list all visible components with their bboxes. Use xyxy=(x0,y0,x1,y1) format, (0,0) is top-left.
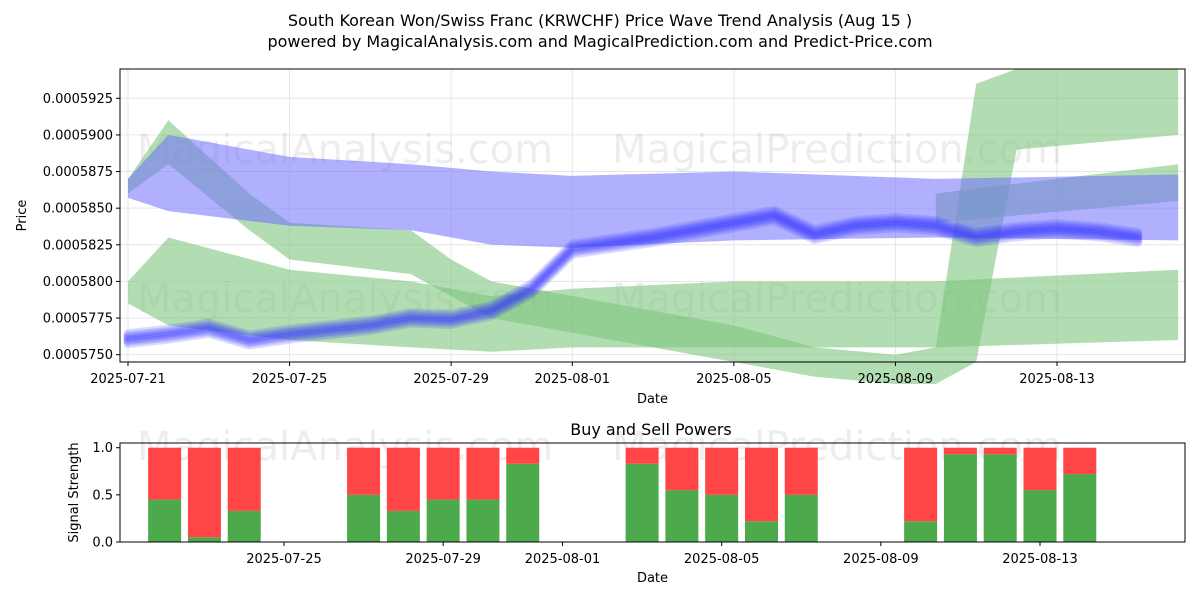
sell-power-bar xyxy=(386,447,420,511)
price-y-tick-label: 0.0005775 xyxy=(43,312,113,327)
buy-power-bar xyxy=(1023,490,1057,542)
sell-power-bar xyxy=(705,447,739,495)
price-y-tick-label: 0.0005875 xyxy=(43,165,113,180)
power-x-tick-label: 2025-07-25 xyxy=(246,552,322,567)
power-y-tick-label: 0.5 xyxy=(92,488,113,503)
buy-power-bar xyxy=(148,499,182,542)
price-x-tick-label: 2025-08-05 xyxy=(696,372,772,387)
power-axes-frame xyxy=(119,442,1186,543)
sell-power-bar xyxy=(148,447,182,500)
price-x-tick-label: 2025-08-01 xyxy=(535,372,611,387)
power-x-tick-label: 2025-08-01 xyxy=(525,552,601,567)
buy-power-bar xyxy=(983,454,1017,542)
sell-power-bar xyxy=(744,447,778,522)
power-x-tick-label: 2025-07-29 xyxy=(405,552,481,567)
price-x-tick-label: 2025-07-29 xyxy=(413,372,489,387)
sell-power-bar xyxy=(983,447,1017,455)
power-chart-title: Buy and Sell Powers xyxy=(570,420,732,439)
blue-price-wave xyxy=(123,211,1143,345)
price-y-tick-label: 0.0005850 xyxy=(43,202,113,217)
buy-power-bar xyxy=(1063,474,1097,542)
power-x-tick-label: 2025-08-05 xyxy=(684,552,760,567)
price-y-tick-label: 0.0005800 xyxy=(43,275,113,290)
price-y-axis-label: Price xyxy=(15,200,30,232)
price-y-tick-label: 0.0005825 xyxy=(43,238,113,253)
sell-power-bar xyxy=(1023,447,1057,491)
power-y-tick-label: 1.0 xyxy=(92,441,113,456)
power-x-axis-label: Date xyxy=(637,571,668,586)
price-x-tick-label: 2025-07-25 xyxy=(252,372,328,387)
blue-price-wave xyxy=(123,214,1143,348)
power-y-axis-label: Signal Strength xyxy=(67,442,82,542)
buy-power-bar xyxy=(665,490,699,542)
buy-power-bar xyxy=(426,499,460,542)
sell-power-bar xyxy=(426,447,460,500)
sell-power-bar xyxy=(784,447,818,495)
buy-power-bar xyxy=(784,494,818,542)
chart-subtitle: powered by MagicalAnalysis.com and Magic… xyxy=(267,32,932,51)
price-x-tick-label: 2025-08-09 xyxy=(858,372,934,387)
power-x-tick-label: 2025-08-09 xyxy=(843,552,919,567)
price-axes-frame xyxy=(119,68,1186,363)
buy-power-bar xyxy=(187,537,221,542)
blue-price-wave xyxy=(123,206,1143,340)
buy-power-bar xyxy=(943,454,977,542)
price-y-tick-label: 0.0005925 xyxy=(43,92,113,107)
sell-power-bar xyxy=(187,447,221,538)
buy-power-bar xyxy=(227,510,261,542)
blue-price-wave xyxy=(123,216,1143,350)
power-y-tick-label: 0.0 xyxy=(92,536,113,551)
price-y-tick-label: 0.0005900 xyxy=(43,128,113,143)
sell-power-bar xyxy=(466,447,500,500)
blue-wave-band xyxy=(128,134,1179,248)
price-x-tick-label: 2025-07-21 xyxy=(90,372,166,387)
blue-price-wave xyxy=(123,208,1143,342)
sell-power-bar xyxy=(625,447,659,464)
buy-power-bar xyxy=(347,494,381,542)
power-x-tick-label: 2025-08-13 xyxy=(1002,552,1078,567)
sell-power-bar xyxy=(665,447,699,491)
buy-power-bar xyxy=(744,521,778,542)
sell-power-bar xyxy=(227,447,261,511)
blue-price-wave xyxy=(123,212,1143,346)
sell-power-bar xyxy=(943,447,977,455)
price-x-tick-label: 2025-08-13 xyxy=(1019,372,1095,387)
price-y-tick-label: 0.0005750 xyxy=(43,348,113,363)
sell-power-bar xyxy=(347,447,381,495)
sell-power-bar xyxy=(904,447,938,522)
buy-power-bar xyxy=(466,499,500,542)
price-x-axis-label: Date xyxy=(637,392,668,407)
green-wave-band xyxy=(128,237,1179,352)
buy-power-bar xyxy=(705,494,739,542)
sell-power-bar xyxy=(506,447,540,464)
buy-power-bar xyxy=(625,463,659,542)
buy-power-bar xyxy=(386,510,420,542)
sell-power-bar xyxy=(1063,447,1097,475)
chart-title: South Korean Won/Swiss Franc (KRWCHF) Pr… xyxy=(288,11,912,30)
price-chart-panel: MagicalAnalysis.com MagicalPrediction.com… xyxy=(15,68,1186,407)
buy-power-bar xyxy=(506,463,540,542)
blue-price-wave xyxy=(123,209,1143,343)
buy-power-bar xyxy=(904,521,938,542)
